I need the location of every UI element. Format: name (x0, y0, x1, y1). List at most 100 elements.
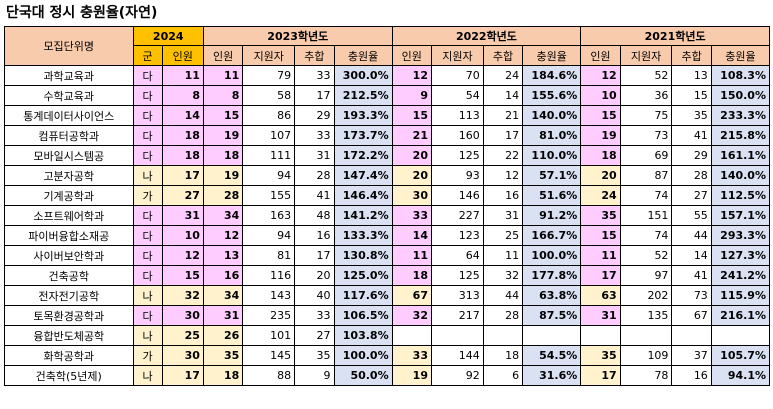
cell-additional-2022: 11 (482, 245, 524, 266)
cell-quota-2024: 8 (161, 85, 204, 106)
cell-dept-name: 고분자공학 (4, 165, 134, 186)
cell-quota-2023: 13 (202, 245, 244, 266)
cell-additional-2023: 16 (294, 225, 335, 246)
cell-gun: 다 (132, 125, 163, 146)
cell-dept-name: 화학공학과 (4, 345, 134, 366)
cell-rate-2022: 54.5% (522, 345, 582, 366)
table-row: 기계공학과 가 27 28 155 41 146.4% 30 146 16 51.6% 24 74 27 1… (4, 185, 771, 206)
cell-rate-2022: 31.6% (522, 365, 582, 386)
cell-additional-2022: 31 (482, 205, 524, 226)
cell-quota-2021: 35 (580, 205, 621, 226)
cell-applicants-2021: 52 (619, 65, 673, 86)
cell-quota-2024: 18 (161, 145, 204, 166)
cell-additional-2023: 33 (294, 125, 335, 146)
cell-applicants-2022 (430, 325, 484, 346)
cell-additional-2022: 14 (482, 85, 524, 106)
cell-quota-2024: 14 (161, 105, 204, 126)
cell-quota-2024: 10 (161, 225, 204, 246)
admission-table: 모집단위명 2024 2023학년도 2022학년도 2021학년도 군 인원 … (4, 26, 771, 386)
cell-dept-name: 사이버보안학과 (4, 245, 134, 266)
cell-rate-2021: 233.3% (710, 105, 771, 126)
cell-rate-2022: 110.0% (522, 145, 582, 166)
cell-applicants-2023: 58 (242, 85, 296, 106)
cell-additional-2022: 25 (482, 225, 524, 246)
cell-rate-2022: 51.6% (522, 185, 582, 206)
cell-quota-2021: 19 (580, 125, 621, 146)
cell-additional-2022: 12 (482, 165, 524, 186)
cell-applicants-2023: 81 (242, 245, 296, 266)
cell-additional-2022: 22 (482, 145, 524, 166)
cell-rate-2023: 212.5% (333, 85, 393, 106)
cell-applicants-2021: 74 (619, 185, 673, 206)
cell-quota-2021: 35 (580, 345, 621, 366)
cell-applicants-2023: 235 (242, 305, 296, 326)
cell-applicants-2022: 313 (430, 285, 484, 306)
cell-quota-2021: 17 (580, 365, 621, 386)
cell-applicants-2023: 163 (242, 205, 296, 226)
cell-rate-2022: 177.8% (522, 265, 582, 286)
cell-additional-2021: 55 (671, 205, 712, 226)
cell-additional-2021: 41 (671, 125, 712, 146)
cell-additional-2023: 33 (294, 65, 335, 86)
table-row: 수학교육과 다 8 8 58 17 212.5% 9 54 14 155.6% 10 36 15 150.0… (4, 85, 771, 106)
table-row: 화학공학과 가 30 35 145 35 100.0% 33 144 18 54.5% 35 109 37… (4, 345, 771, 366)
table-row: 건축공학 다 15 16 116 20 125.0% 18 125 32 177.8% 17 97 41 2… (4, 265, 771, 286)
cell-quota-2021: 20 (580, 165, 621, 186)
cell-rate-2021: 215.8% (710, 125, 771, 146)
cell-quota-2021: 10 (580, 85, 621, 106)
cell-applicants-2022: 227 (430, 205, 484, 226)
cell-additional-2021: 29 (671, 145, 712, 166)
cell-quota-2021: 17 (580, 265, 621, 286)
cell-dept-name: 전자전기공학 (4, 285, 134, 306)
cell-additional-2023: 41 (294, 185, 335, 206)
header-dept: 모집단위명 (4, 26, 134, 66)
header-rate-2021: 충원율 (710, 45, 771, 66)
table-row: 컴퓨터공학과 다 18 19 107 33 173.7% 21 160 17 81.0% 19 73 41… (4, 125, 771, 146)
cell-gun: 다 (132, 305, 163, 326)
cell-gun: 나 (132, 285, 163, 306)
cell-applicants-2022: 217 (430, 305, 484, 326)
cell-applicants-2022: 113 (430, 105, 484, 126)
cell-quota-2023: 15 (202, 105, 244, 126)
cell-applicants-2022: 70 (430, 65, 484, 86)
table-row: 건축학(5년제) 나 17 18 88 9 50.0% 19 92 6 31.6% 17 78 16 94.… (4, 365, 771, 386)
cell-applicants-2021: 75 (619, 105, 673, 126)
cell-additional-2022 (482, 325, 524, 346)
cell-gun: 다 (132, 105, 163, 126)
cell-quota-2023: 11 (202, 65, 244, 86)
cell-applicants-2021: 69 (619, 145, 673, 166)
cell-gun: 다 (132, 245, 163, 266)
cell-quota-2021: 15 (580, 225, 621, 246)
cell-applicants-2022: 92 (430, 365, 484, 386)
cell-quota-2022: 20 (391, 145, 432, 166)
cell-quota-2023: 18 (202, 145, 244, 166)
cell-applicants-2021: 135 (619, 305, 673, 326)
cell-applicants-2023: 86 (242, 105, 296, 126)
cell-additional-2022: 17 (482, 125, 524, 146)
cell-applicants-2022: 144 (430, 345, 484, 366)
cell-applicants-2023: 79 (242, 65, 296, 86)
cell-rate-2021: 140.0% (710, 165, 771, 186)
cell-applicants-2022: 146 (430, 185, 484, 206)
cell-additional-2022: 16 (482, 185, 524, 206)
cell-additional-2023: 31 (294, 145, 335, 166)
cell-quota-2024: 32 (161, 285, 204, 306)
cell-applicants-2023: 143 (242, 285, 296, 306)
cell-quota-2021: 12 (580, 65, 621, 86)
cell-rate-2023: 117.6% (333, 285, 393, 306)
cell-dept-name: 소프트웨어학과 (4, 205, 134, 226)
cell-rate-2021: 115.9% (710, 285, 771, 306)
cell-additional-2023: 35 (294, 345, 335, 366)
cell-dept-name: 파이버융합소재공 (4, 225, 134, 246)
cell-dept-name: 건축학(5년제) (4, 365, 134, 386)
cell-gun: 다 (132, 65, 163, 86)
cell-quota-2024: 17 (161, 165, 204, 186)
cell-gun: 다 (132, 85, 163, 106)
cell-applicants-2023: 107 (242, 125, 296, 146)
cell-quota-2024: 31 (161, 205, 204, 226)
cell-additional-2023: 9 (294, 365, 335, 386)
cell-quota-2023: 34 (202, 285, 244, 306)
header-quota-2023: 인원 (202, 45, 244, 66)
cell-quota-2023: 12 (202, 225, 244, 246)
cell-rate-2022: 91.2% (522, 205, 582, 226)
